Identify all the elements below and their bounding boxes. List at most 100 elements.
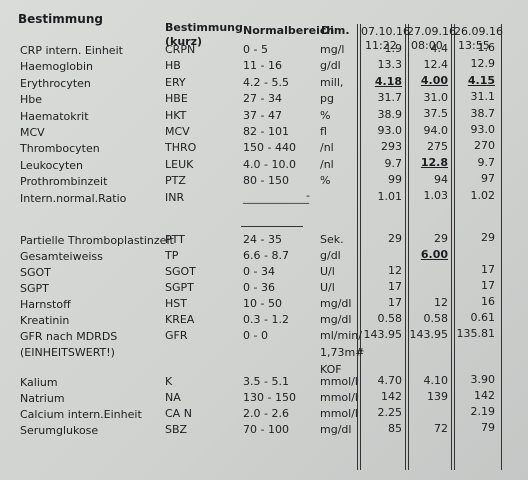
row-value: 17: [388, 296, 402, 309]
row-value: 9.7: [384, 156, 403, 170]
row-range: 3.5 - 5.1: [243, 375, 289, 388]
row-name: GFR nach MDRDS: [20, 330, 118, 343]
header-time: 11:22: [365, 39, 397, 52]
row-name: Haematokrit: [20, 109, 89, 123]
row-range: 0 - 0: [243, 329, 268, 342]
row-unit: U/l: [320, 265, 335, 278]
header-name: Bestimmung: [18, 12, 103, 26]
row-unit: mg/dl: [320, 423, 352, 436]
row-value: 139: [427, 389, 448, 403]
rule: [451, 24, 452, 470]
row-value: 93.0: [470, 123, 496, 136]
row-value: 143.95: [409, 327, 449, 341]
row-short: NA: [165, 391, 181, 404]
row-unit: 1,73m#: [320, 346, 365, 359]
row-value: 135.81: [456, 327, 496, 340]
row-value: 6.00: [420, 247, 448, 261]
row-value: 16: [481, 295, 495, 308]
row-name: Harnstoff: [20, 298, 71, 311]
row-name: Kalium: [20, 376, 58, 389]
row-value: 4.10: [423, 373, 449, 387]
row-range: 80 - 150: [243, 174, 289, 188]
rule: [501, 24, 502, 470]
rule: [360, 24, 361, 470]
row-short: HKT: [165, 108, 187, 122]
row-range: 2.0 - 2.6: [243, 407, 289, 420]
row-short: HBE: [165, 92, 188, 106]
row-short: GFR: [165, 329, 188, 342]
row-value: 293: [381, 140, 402, 154]
row-value: 99: [388, 173, 402, 187]
row-range: 37 - 47: [243, 108, 282, 122]
row-value: 1.03: [423, 189, 449, 203]
row-name: Gesamteiweiss: [20, 250, 103, 263]
row-name: Calcium intern.Einheit: [20, 408, 142, 421]
row-value: 4.15: [467, 73, 495, 87]
row-range: 0 - 36: [243, 281, 275, 294]
row-short: CRPN: [165, 43, 196, 56]
row-value: 12: [388, 264, 402, 277]
row-value: 38.9: [377, 107, 403, 121]
row-range: 11 - 16: [243, 59, 282, 73]
row-name: Thrombocyten: [20, 142, 100, 156]
rule: [241, 226, 303, 227]
row-short: MCV: [165, 125, 190, 138]
header-short: (kurz): [165, 35, 203, 48]
row-value: 31.0: [423, 90, 449, 104]
row-name: Intern.normal.Ratio: [20, 191, 127, 205]
row-value: 31.1: [470, 90, 496, 104]
row-unit: pg: [320, 92, 334, 106]
rule: [454, 24, 455, 470]
row-short: SBZ: [165, 423, 188, 436]
row-range: 4.0 - 10.0: [243, 157, 296, 171]
row-unit: g/dl: [320, 59, 341, 73]
row-unit: fl: [320, 125, 327, 138]
row-value: 1.02: [470, 188, 496, 202]
row-value: 29: [481, 231, 495, 244]
row-name: SGOT: [20, 266, 51, 279]
row-unit: mmol/l: [320, 375, 358, 388]
row-name: Natrium: [20, 392, 65, 405]
header-date: 26.09.16: [454, 25, 503, 38]
header-unit: Dim.: [321, 24, 350, 37]
row-short: K: [165, 375, 173, 388]
row-short: TP: [165, 249, 179, 262]
row-unit: mg/l: [320, 43, 345, 56]
row-name: Prothrombinzeit: [20, 175, 108, 189]
row-value: 17: [481, 263, 495, 276]
row-short: INR: [165, 190, 185, 204]
row-short: ERY: [165, 75, 186, 89]
row-name: Partielle Thromboplastinzeit: [20, 234, 174, 247]
row-name: (EINHEITSWERT!): [20, 346, 115, 359]
row-short: SGPT: [165, 281, 194, 294]
row-value: 0.61: [470, 311, 496, 324]
rule: [357, 24, 358, 470]
row-name: Haemoglobin: [20, 60, 94, 74]
row-unit: /nl: [320, 157, 334, 171]
row-name: Serumglukose: [20, 424, 99, 437]
row-value: 275: [427, 139, 448, 153]
row-short: LEUK: [165, 157, 194, 171]
header-short: Bestimmung: [165, 21, 243, 34]
row-value: 31.7: [377, 91, 403, 105]
row-unit: g/dl: [320, 249, 341, 262]
row-value: 1.9: [384, 42, 403, 55]
row-short: SGOT: [165, 265, 196, 278]
row-value: 79: [481, 421, 495, 434]
header-date: 27.09.16: [407, 25, 456, 38]
row-unit: -: [306, 188, 310, 202]
row-unit: /nl: [320, 141, 334, 155]
row-value: 12.8: [420, 156, 448, 170]
row-value: 12: [434, 295, 448, 309]
row-unit: KOF: [320, 363, 342, 376]
row-name: Leukocyten: [20, 158, 83, 172]
row-unit: ml/min/: [320, 329, 362, 342]
row-short: PTT: [165, 233, 185, 246]
row-value: 37.5: [423, 107, 449, 121]
row-range: 0 - 34: [243, 265, 275, 278]
row-range: 130 - 150: [243, 391, 296, 404]
rule: [405, 24, 406, 470]
row-range: 150 - 440: [243, 141, 296, 155]
row-value: 3.90: [470, 373, 496, 386]
